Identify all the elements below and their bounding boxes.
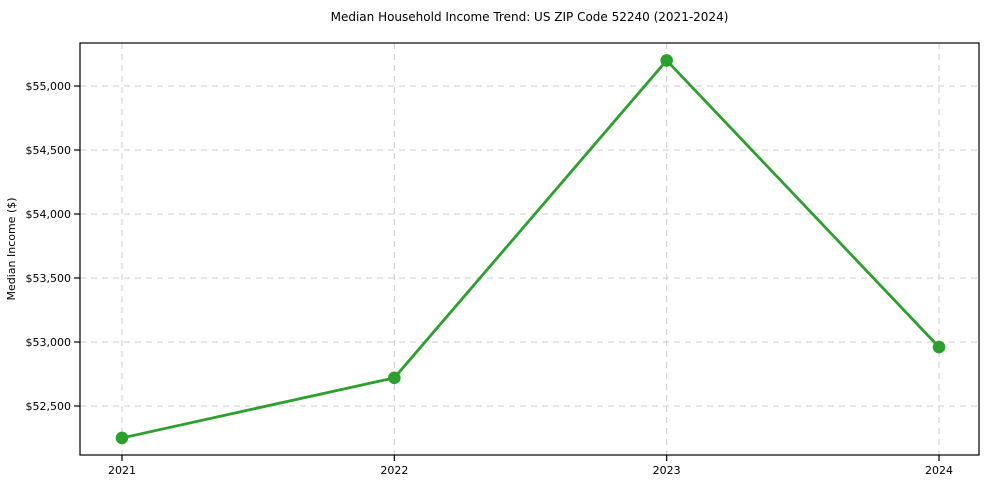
- data-point: [932, 340, 946, 354]
- chart-title: Median Household Income Trend: US ZIP Co…: [331, 10, 729, 24]
- y-tick-label: $55,000: [26, 80, 72, 93]
- data-point: [115, 431, 129, 445]
- trend-line: [120, 59, 941, 440]
- x-tick-label: 2022: [380, 464, 408, 477]
- x-tick-label: 2023: [653, 464, 681, 477]
- x-tick-label: 2024: [925, 464, 953, 477]
- y-tick-label: $54,500: [26, 144, 72, 157]
- x-tick-label: 2021: [108, 464, 136, 477]
- y-axis-title: Median Income ($): [5, 197, 18, 300]
- data-point: [388, 371, 401, 385]
- plot-border: [79, 42, 980, 456]
- y-tick-label: $53,000: [26, 336, 72, 349]
- data-point: [660, 54, 673, 67]
- y-tick-label: $54,000: [26, 208, 72, 221]
- y-tick-label: $52,500: [26, 400, 72, 413]
- y-tick-label: $53,500: [26, 272, 72, 285]
